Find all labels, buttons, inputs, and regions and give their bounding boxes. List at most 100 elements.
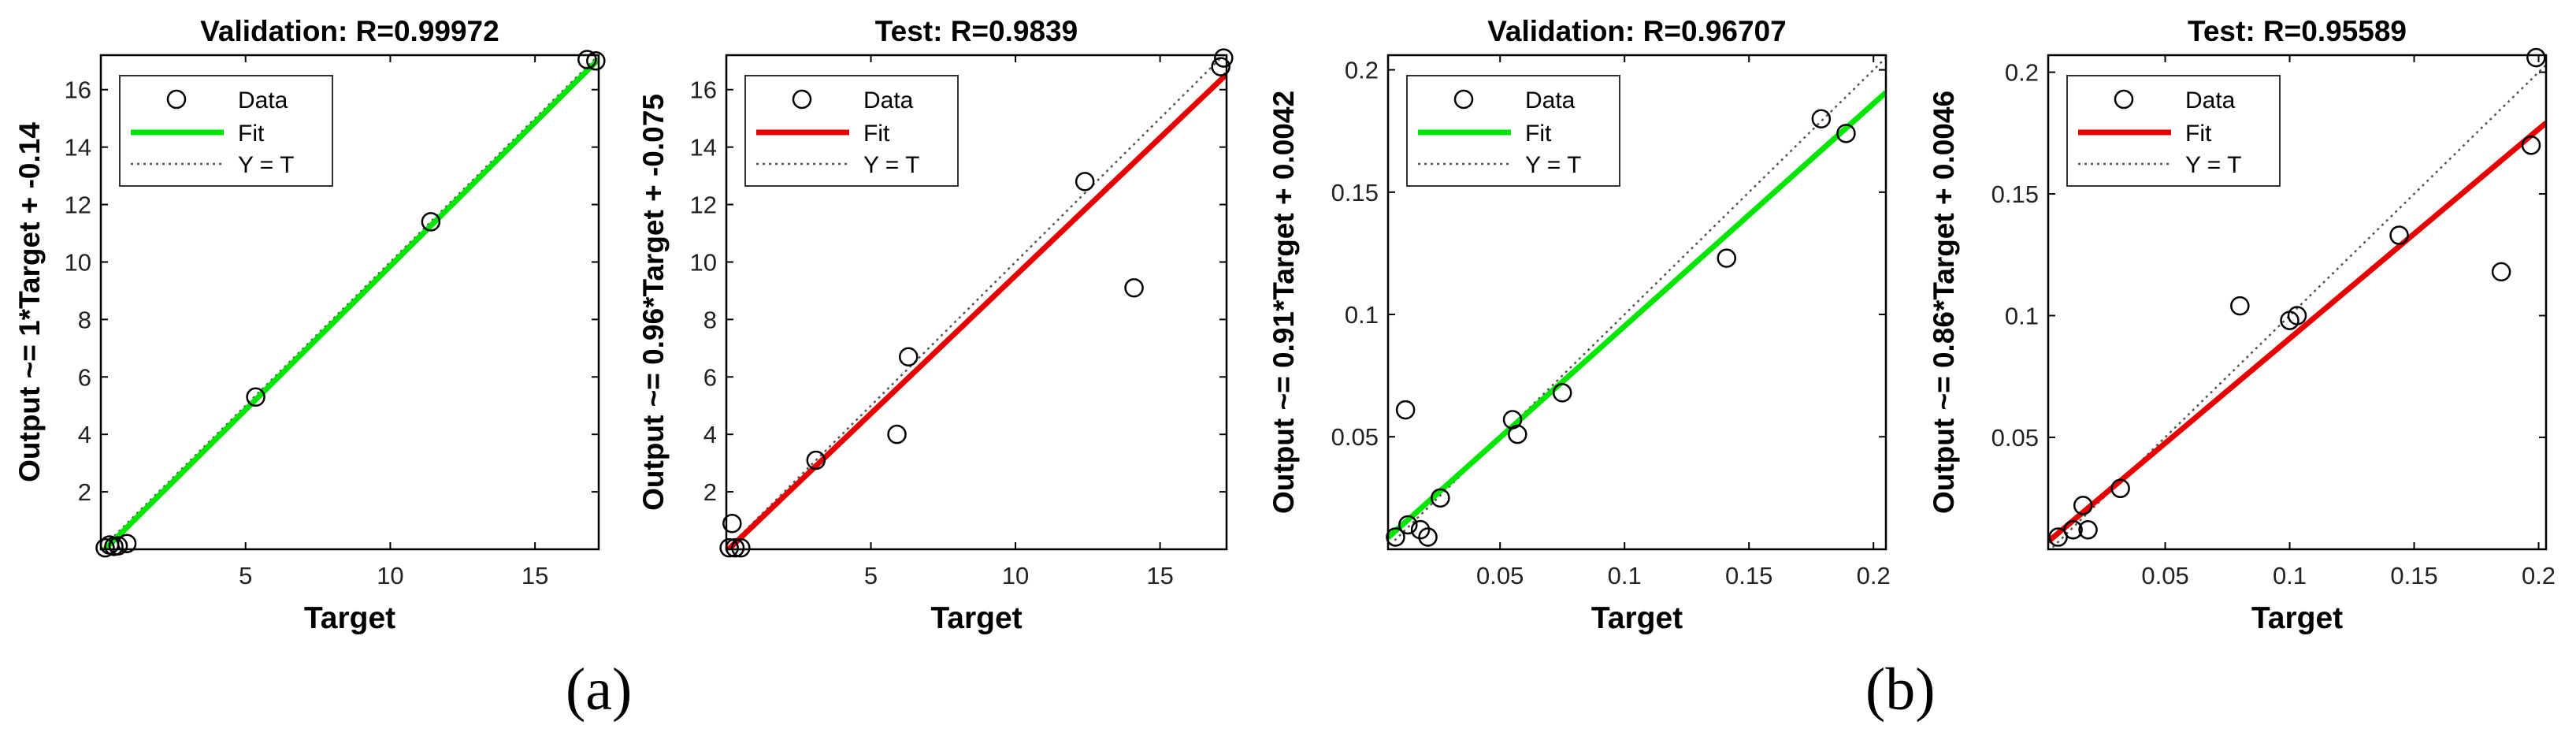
x-tick-label: 5 <box>239 562 252 589</box>
chart-title: Validation: R=0.99972 <box>200 15 499 47</box>
y-tick-label: 0.2 <box>1345 57 1379 84</box>
identity-line <box>2049 63 2546 549</box>
y-tick-label: 12 <box>65 192 91 219</box>
x-tick-label: 0.15 <box>1725 562 1772 589</box>
data-point <box>421 212 441 232</box>
panel-label-a: (a) <box>566 656 633 723</box>
y-axis-label: Output ~= 1*Target + -0.14 <box>13 122 46 482</box>
x-tick-label: 0.2 <box>1857 562 1891 589</box>
x-tick-label: 0.05 <box>2141 562 2188 589</box>
data-point <box>887 424 907 444</box>
y-tick-label: 14 <box>65 134 91 162</box>
legend-data-marker <box>166 89 187 110</box>
legend-data-label: Data <box>238 87 288 113</box>
x-tick-label: 5 <box>864 562 878 589</box>
data-point <box>2521 136 2541 155</box>
axes-box <box>1386 54 1887 551</box>
fit-line <box>1388 90 1886 540</box>
data-point <box>2110 478 2130 499</box>
legend-fit-label: Fit <box>863 121 890 147</box>
x-tick-label: 10 <box>1002 562 1029 589</box>
y-tick-label: 0.1 <box>2005 302 2039 329</box>
legend-data-marker <box>1453 89 1474 110</box>
chart-1: 5 10 15 2 4 6 8 10 12 14 16 Data Fit Y = T Validation:… <box>13 15 606 635</box>
fit-line <box>2048 121 2546 544</box>
data-point <box>108 536 128 556</box>
chart-4: 0.05 0.1 0.15 0.2 0.05 0.1 0.15 0.2 Data Fit Y = T… <box>1928 15 2556 635</box>
data-point <box>117 534 137 553</box>
fit-line <box>726 72 1227 549</box>
data-point <box>246 387 265 407</box>
data-point <box>722 513 742 534</box>
y-axis-label: Output ~= 0.96*Target + -0.075 <box>637 94 670 511</box>
data-point <box>577 50 597 69</box>
x-axis-label: Target <box>304 601 395 635</box>
y-tick-label: 16 <box>65 76 91 104</box>
data-point <box>898 347 919 367</box>
legend-identity-label: Y = T <box>1525 152 1581 178</box>
y-tick-label: 10 <box>65 248 91 276</box>
identity-line <box>726 55 1226 549</box>
data-point <box>95 537 115 558</box>
axes-box <box>725 54 1228 551</box>
data-point <box>2389 225 2409 245</box>
axes-box <box>99 54 600 551</box>
x-tick-label: 0.15 <box>2390 562 2437 589</box>
y-tick-label: 6 <box>703 363 717 391</box>
y-tick-label: 8 <box>703 306 717 333</box>
data-point <box>1717 248 1737 268</box>
data-point <box>1508 424 1527 444</box>
legend-data-marker <box>792 89 812 110</box>
y-tick-label: 2 <box>78 478 91 506</box>
y-tick-label: 12 <box>690 192 717 219</box>
data-point <box>2078 520 2098 540</box>
data-point <box>586 51 606 71</box>
data-point <box>1811 109 1832 128</box>
fit-line <box>101 57 599 549</box>
data-point <box>1418 527 1438 547</box>
y-tick-label: 0.2 <box>2005 59 2039 87</box>
legend-fit-label: Fit <box>238 121 265 147</box>
data-point <box>1075 172 1095 192</box>
y-tick-label: 6 <box>78 363 91 391</box>
data-point <box>1124 278 1144 298</box>
data-point <box>1552 383 1572 403</box>
axes-box <box>2047 54 2548 551</box>
chart-2: 5 10 15 2 4 6 8 10 12 14 16 Data Fit Y = T Test: R=0.9… <box>637 15 1234 635</box>
y-tick-label: 8 <box>78 306 91 333</box>
y-tick-label: 14 <box>690 134 717 162</box>
identity-line <box>1388 56 1886 548</box>
x-tick-label: 15 <box>522 562 548 589</box>
legend-fit-label: Fit <box>1525 121 1552 147</box>
x-axis-label: Target <box>930 601 1022 635</box>
data-point <box>2526 47 2546 68</box>
x-tick-label: 0.1 <box>2273 562 2307 589</box>
x-tick-label: 0.2 <box>2522 562 2556 589</box>
x-axis-label: Target <box>1591 601 1683 635</box>
chart-3: 0.05 0.1 0.15 0.2 0.05 0.1 0.15 0.2 Data Fit Y = T… <box>1268 15 1891 635</box>
data-point <box>2063 520 2083 540</box>
x-tick-label: 15 <box>1146 562 1173 589</box>
y-tick-label: 10 <box>690 248 717 276</box>
data-point <box>719 537 739 558</box>
data-point <box>1395 400 1416 420</box>
chart-title: Test: R=0.95589 <box>2188 15 2407 47</box>
data-point <box>1386 527 1405 547</box>
y-tick-label: 0.05 <box>1991 424 2039 452</box>
data-point <box>1398 515 1418 535</box>
data-point <box>1836 124 1856 143</box>
data-point <box>2230 296 2250 316</box>
data-point <box>806 450 826 470</box>
legend-identity-label: Y = T <box>238 152 294 178</box>
chart-title: Validation: R=0.96707 <box>1487 15 1786 47</box>
y-tick-label: 2 <box>703 478 717 506</box>
data-point <box>2073 496 2093 515</box>
chart-title: Test: R=0.9839 <box>875 15 1078 47</box>
y-tick-label: 0.15 <box>1991 180 2039 208</box>
legend-identity-label: Y = T <box>2185 152 2241 178</box>
y-tick-label: 4 <box>703 421 717 448</box>
y-tick-label: 0.15 <box>1331 179 1379 206</box>
data-point <box>1214 48 1234 68</box>
y-tick-label: 4 <box>78 421 91 448</box>
